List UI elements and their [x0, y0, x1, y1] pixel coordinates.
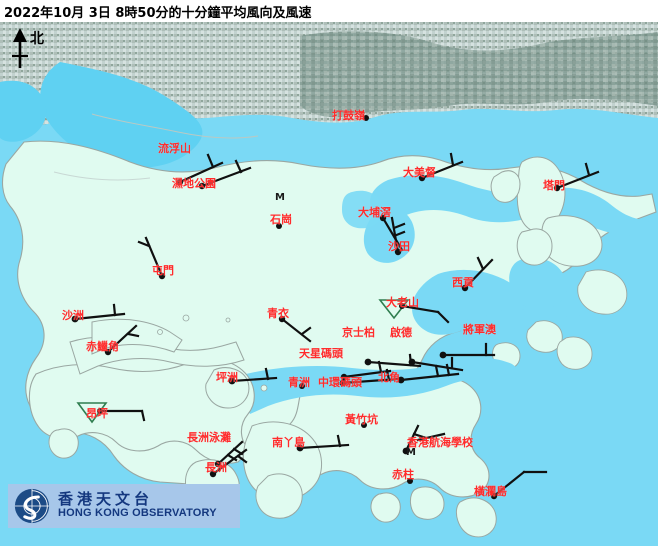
small-islet-1	[182, 314, 190, 322]
station-label: 坪洲	[216, 371, 238, 384]
station-label: 長洲	[205, 461, 227, 474]
port-shelter	[412, 269, 602, 335]
victoria-harbour	[242, 357, 520, 414]
north-arrow-icon	[12, 28, 28, 68]
station-label: 香港航海學校	[407, 436, 473, 449]
station-label: 天星碼頭	[299, 347, 343, 360]
missing-wind-marker: M	[406, 447, 416, 458]
station-dot-stanley	[407, 478, 413, 484]
station-dot-shek-kong	[276, 223, 282, 229]
wind-barb-layer	[71, 115, 600, 500]
north-arrow: 北	[6, 26, 66, 72]
station-label: 赤鱲角	[86, 340, 119, 353]
wind-barb-wetland-park	[198, 159, 252, 190]
wind-barb-cheung-chau	[209, 448, 248, 478]
station-label: 西貢	[452, 276, 474, 289]
wind-barb-chek-lap-kok	[104, 324, 140, 356]
station-label: 北角	[378, 371, 400, 384]
station-label: 南丫島	[272, 436, 305, 449]
wind-barb-north-point	[397, 363, 460, 384]
wind-barb-central-pier	[339, 368, 400, 387]
lamma-island	[242, 421, 322, 501]
peng-chau	[205, 367, 250, 409]
map-geography	[0, 22, 658, 546]
station-label: 黃竹坑	[345, 413, 378, 426]
small-islet-2	[157, 329, 163, 335]
small-islet-3	[225, 317, 231, 323]
mainland-hills	[300, 31, 658, 118]
station-label: 赤柱	[392, 468, 414, 481]
wind-barb-star-ferry	[340, 360, 392, 381]
station-label: 大美督	[403, 166, 436, 179]
station-dot-green-island	[299, 383, 305, 389]
hko-swirl-logo-icon	[14, 488, 50, 524]
station-label: 打鼓嶺	[332, 109, 365, 122]
green-island	[260, 384, 268, 392]
station-label: 大老山	[386, 296, 419, 309]
po-toi-group	[410, 486, 445, 520]
station-label: 大埔滘	[358, 206, 391, 219]
station-label: 中環碼頭	[318, 376, 362, 389]
lantau-sw-islet	[48, 428, 79, 459]
hko-logo: 香港天文台 HONG KONG OBSERVATORY	[8, 484, 240, 528]
station-label: 啟德	[390, 326, 412, 339]
station-dot-ta-kwu-ling	[363, 115, 369, 121]
wind-barb-lau-fau-shan	[176, 153, 224, 186]
wind-barb-tates-cairn	[378, 299, 450, 324]
station-label: 青衣	[267, 307, 289, 320]
station-label: 將軍澳	[463, 323, 496, 336]
wind-barb-peng-chau	[228, 367, 278, 385]
station-label: 昂坪	[86, 407, 108, 420]
wind-barb-tuen-mun	[137, 236, 166, 280]
station-label: 京士柏	[342, 326, 375, 339]
plover-cove	[342, 190, 384, 229]
inner-port	[509, 257, 567, 311]
wind-barb-tai-mei-tuk	[418, 152, 464, 182]
wind-barb-ngong-ping	[76, 402, 146, 424]
missing-wind-marker: M	[275, 192, 285, 203]
wind-barb-tseung-kwan-o	[439, 342, 496, 359]
lamma-south	[255, 473, 303, 519]
page-title: 2022年10月 3日 8時50分的十分鐘平均風向及風速	[4, 6, 312, 21]
inner-bay-line	[53, 171, 151, 181]
ne-island-3	[516, 228, 553, 266]
logo-english-text: HONG KONG OBSERVATORY	[58, 507, 217, 519]
logo-chinese-text: 香港天文台	[58, 490, 154, 508]
station-label: 沙田	[388, 240, 410, 253]
wind-barb-sha-tin	[390, 216, 406, 256]
wind-barb-sha-chau	[71, 303, 126, 323]
wind-barb-tsing-yi	[278, 315, 312, 343]
station-label: 濕地公園	[172, 177, 216, 190]
station-label: 橫瀾島	[474, 485, 507, 498]
station-label: 石崗	[270, 213, 292, 226]
wind-barb-tap-mun	[553, 162, 600, 192]
station-label: 長洲泳灘	[187, 431, 231, 444]
north-label: 北	[30, 31, 44, 47]
stanley-islet	[370, 492, 401, 523]
station-label: 沙洲	[62, 309, 84, 322]
ne-islet	[490, 170, 521, 203]
map-canvas: 打鼓嶺流浮山濕地公園石崗 M 屯門 大美督塔門大埔滘沙田西貢大老山將軍澳 青衣京士柏 啟德…	[0, 22, 658, 546]
wind-barb-lamma-island	[296, 434, 350, 452]
station-dot-wong-chuk-hang	[361, 422, 367, 428]
sham-chun-river	[91, 113, 259, 139]
sai-kung-island-1	[526, 320, 563, 353]
deep-bay-west	[0, 80, 47, 142]
wind-barb-sai-kung	[461, 256, 494, 292]
sai-kung-island-2	[556, 336, 593, 370]
wind-barb-waglan-island	[490, 470, 548, 500]
sai-kung-island-4	[577, 269, 628, 315]
station-label: 塔門	[543, 179, 565, 192]
waglan-island	[456, 497, 497, 538]
station-label: 青洲	[288, 376, 310, 389]
deep-bay-water	[40, 62, 203, 168]
wind-barb-hk-sea-school	[402, 424, 446, 455]
station-label: 屯門	[152, 264, 174, 277]
title-bar: 2022年10月 3日 8時50分的十分鐘平均風向及風速	[0, 0, 658, 22]
station-label: 流浮山	[158, 142, 191, 155]
